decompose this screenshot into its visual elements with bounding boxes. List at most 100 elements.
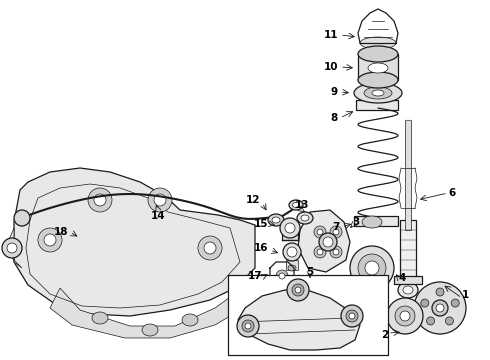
Ellipse shape	[142, 324, 158, 336]
Bar	[358, 54, 398, 80]
Ellipse shape	[279, 273, 285, 279]
Ellipse shape	[368, 63, 388, 73]
Ellipse shape	[421, 299, 429, 307]
Ellipse shape	[398, 282, 418, 298]
Ellipse shape	[272, 217, 280, 223]
Ellipse shape	[2, 238, 22, 258]
Ellipse shape	[395, 306, 415, 326]
Ellipse shape	[432, 300, 448, 316]
Ellipse shape	[445, 317, 453, 325]
Ellipse shape	[330, 226, 342, 238]
Ellipse shape	[92, 312, 108, 324]
Ellipse shape	[341, 305, 363, 327]
Ellipse shape	[400, 311, 410, 321]
Polygon shape	[8, 228, 22, 268]
Ellipse shape	[295, 287, 301, 293]
Text: 6: 6	[448, 188, 456, 198]
Bar	[400, 220, 416, 280]
Ellipse shape	[204, 242, 216, 254]
Text: 11: 11	[323, 30, 338, 40]
Ellipse shape	[436, 288, 444, 296]
Ellipse shape	[403, 286, 413, 294]
Ellipse shape	[314, 226, 326, 238]
Ellipse shape	[317, 229, 323, 235]
Ellipse shape	[283, 243, 301, 261]
Text: 2: 2	[381, 330, 388, 340]
Ellipse shape	[297, 212, 313, 224]
Polygon shape	[238, 290, 360, 350]
Text: 4: 4	[398, 273, 405, 283]
Ellipse shape	[358, 254, 386, 282]
Text: 15: 15	[253, 219, 268, 229]
Ellipse shape	[372, 90, 384, 96]
Ellipse shape	[358, 46, 398, 62]
Ellipse shape	[293, 202, 299, 207]
Bar	[405, 120, 411, 230]
Ellipse shape	[154, 194, 166, 206]
Ellipse shape	[436, 304, 444, 312]
Ellipse shape	[333, 249, 339, 255]
Polygon shape	[14, 168, 255, 316]
Ellipse shape	[317, 249, 323, 255]
Ellipse shape	[245, 323, 251, 329]
Ellipse shape	[198, 236, 222, 260]
Ellipse shape	[350, 246, 394, 290]
Ellipse shape	[237, 315, 259, 337]
Ellipse shape	[14, 210, 30, 226]
Ellipse shape	[276, 270, 288, 282]
Ellipse shape	[358, 72, 398, 88]
Polygon shape	[50, 288, 240, 338]
Ellipse shape	[362, 216, 382, 228]
Ellipse shape	[44, 234, 56, 246]
Ellipse shape	[346, 310, 358, 322]
Ellipse shape	[268, 214, 284, 226]
Bar	[228, 275, 388, 355]
Ellipse shape	[349, 313, 355, 319]
Ellipse shape	[242, 320, 254, 332]
Text: 16: 16	[253, 243, 268, 253]
Ellipse shape	[360, 37, 396, 49]
Ellipse shape	[88, 188, 112, 212]
Ellipse shape	[427, 317, 435, 325]
Ellipse shape	[319, 233, 337, 251]
Ellipse shape	[285, 223, 295, 233]
Text: 12: 12	[245, 195, 260, 205]
Ellipse shape	[289, 200, 303, 210]
Text: 7: 7	[333, 222, 340, 232]
Ellipse shape	[333, 229, 339, 235]
Text: 9: 9	[331, 87, 338, 97]
Text: 8: 8	[331, 113, 338, 123]
Ellipse shape	[292, 284, 304, 296]
Bar	[286, 260, 298, 270]
Ellipse shape	[323, 237, 333, 247]
Text: 17: 17	[247, 271, 262, 281]
Bar	[394, 276, 422, 284]
Ellipse shape	[387, 298, 423, 334]
Ellipse shape	[7, 243, 17, 253]
Ellipse shape	[287, 279, 309, 301]
Text: 13: 13	[295, 200, 309, 210]
Ellipse shape	[94, 194, 106, 206]
Ellipse shape	[301, 215, 309, 221]
Text: 10: 10	[323, 62, 338, 72]
Ellipse shape	[148, 188, 172, 212]
Ellipse shape	[280, 218, 300, 238]
Ellipse shape	[182, 314, 198, 326]
Text: 18: 18	[53, 227, 68, 237]
Ellipse shape	[314, 246, 326, 258]
Text: 14: 14	[151, 211, 165, 221]
Ellipse shape	[364, 87, 392, 99]
Ellipse shape	[354, 83, 402, 103]
Bar	[356, 100, 398, 110]
Ellipse shape	[365, 261, 379, 275]
Ellipse shape	[451, 299, 459, 307]
Ellipse shape	[330, 246, 342, 258]
Text: 3: 3	[352, 217, 359, 227]
Polygon shape	[298, 210, 350, 272]
Ellipse shape	[414, 282, 466, 334]
Ellipse shape	[287, 247, 297, 257]
Text: 5: 5	[306, 267, 314, 277]
Ellipse shape	[288, 265, 296, 271]
Bar	[282, 228, 298, 240]
Ellipse shape	[38, 228, 62, 252]
